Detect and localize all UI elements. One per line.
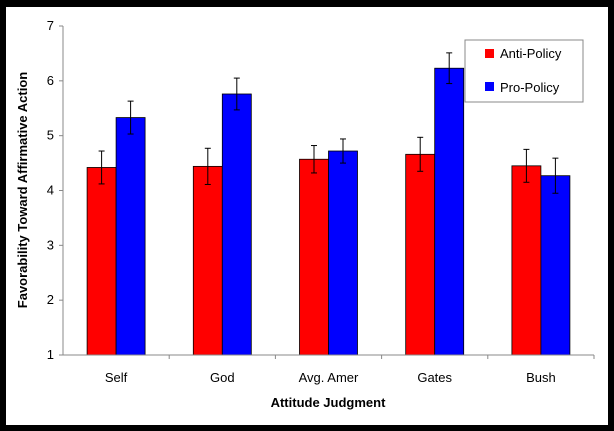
bar-anti-policy xyxy=(511,165,542,356)
x-tick-label: Bush xyxy=(526,370,556,385)
legend-label-pro-policy: Pro-Policy xyxy=(500,80,560,95)
legend: Anti-Policy Pro-Policy xyxy=(464,39,584,103)
y-tick-label: 6 xyxy=(47,73,54,88)
bar-pro-policy xyxy=(221,93,252,356)
legend-swatch-pro-policy xyxy=(485,82,494,91)
x-axis-title: Attitude Judgment xyxy=(271,395,386,410)
bar-pro-policy xyxy=(328,150,358,356)
bars-layer xyxy=(86,52,571,356)
bar-pro-policy xyxy=(115,117,146,356)
y-tick-label: 4 xyxy=(47,183,54,198)
x-tick-label: Self xyxy=(105,370,128,385)
legend-swatch-anti-policy xyxy=(485,49,494,58)
bar-pro-policy xyxy=(540,175,571,356)
bar-anti-policy xyxy=(299,158,329,356)
legend-label-anti-policy: Anti-Policy xyxy=(500,46,562,61)
bar-anti-policy xyxy=(192,165,223,356)
ticks-layer: 1 2 3 4 5 6 7 Self God Avg. Amer Gates Bush xyxy=(47,18,595,385)
x-tick-label: Gates xyxy=(417,370,452,385)
bar-anti-policy xyxy=(86,167,117,356)
y-tick-label: 2 xyxy=(47,292,54,307)
y-axis-title: Favorability Toward Affirmative Action xyxy=(15,72,30,309)
bar-pro-policy xyxy=(434,67,465,356)
y-tick-label: 1 xyxy=(47,347,54,362)
x-tick-label: God xyxy=(210,370,235,385)
bar-anti-policy xyxy=(405,153,436,356)
y-tick-label: 7 xyxy=(47,18,54,33)
x-tick-label: Avg. Amer xyxy=(299,370,359,385)
y-tick-label: 3 xyxy=(47,237,54,252)
y-tick-label: 5 xyxy=(47,128,54,143)
legend-box xyxy=(464,39,584,103)
